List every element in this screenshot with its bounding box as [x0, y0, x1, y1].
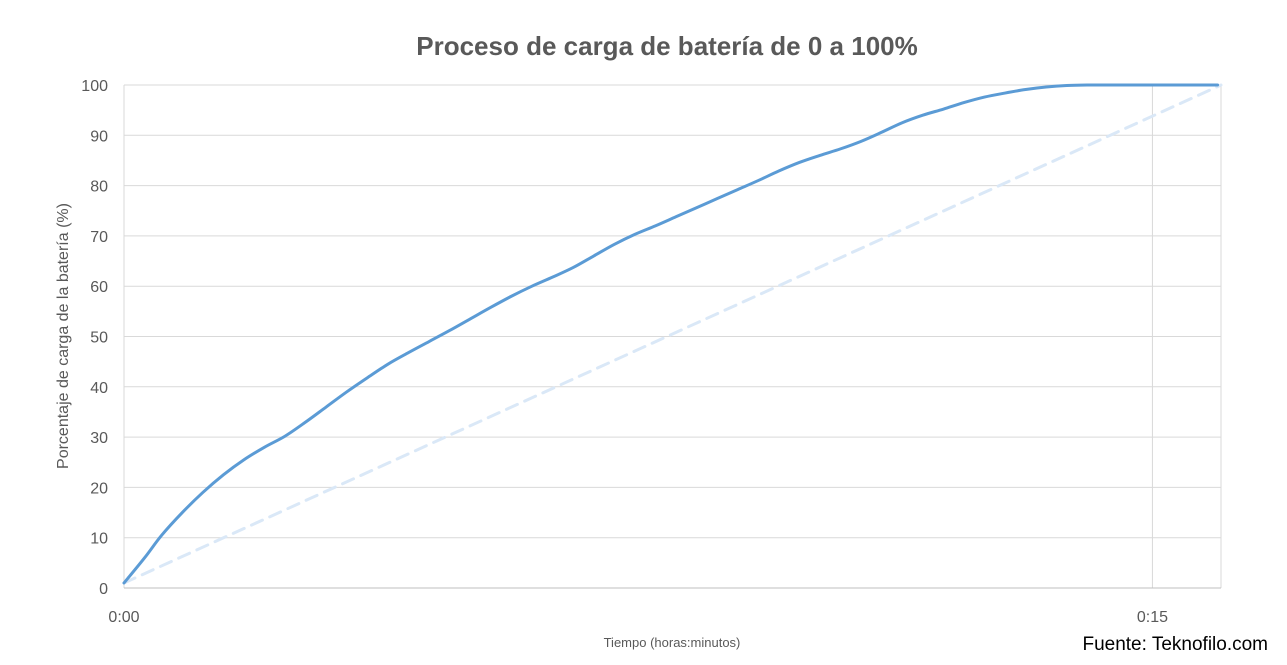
y-tick-label-50: 50 [90, 330, 108, 347]
x-tick-label-0-00: 0:00 [108, 609, 139, 626]
y-tick-label-20: 20 [90, 480, 108, 497]
y-tick-label-100: 100 [81, 78, 108, 95]
source-credit: Fuente: Teknofilo.com [1082, 634, 1268, 655]
y-tick-label-40: 40 [90, 380, 108, 397]
tick-labels: 0 10 20 30 40 50 60 70 80 90 100 0:00 0:15 [81, 78, 1168, 626]
y-tick-label-90: 90 [90, 128, 108, 145]
series-lines [122, 83, 1223, 585]
chart-title: Proceso de carga de batería de 0 a 100% [416, 31, 917, 61]
axes [123, 85, 1221, 589]
charge-curve-line [122, 83, 1220, 585]
y-tick-label-80: 80 [90, 179, 108, 196]
y-tick-label-60: 60 [90, 279, 108, 296]
y-tick-label-70: 70 [90, 229, 108, 246]
y-tick-label-0: 0 [99, 581, 108, 598]
reference-dashed-line [122, 83, 1223, 585]
gridlines [124, 84, 1222, 588]
x-axis-label: Tiempo (horas:minutos) [604, 635, 741, 650]
y-tick-label-10: 10 [90, 531, 108, 548]
y-axis-label: Porcentaje de carga de la batería (%) [55, 203, 72, 469]
y-tick-label-30: 30 [90, 430, 108, 447]
x-tick-label-0-15: 0:15 [1137, 609, 1168, 626]
